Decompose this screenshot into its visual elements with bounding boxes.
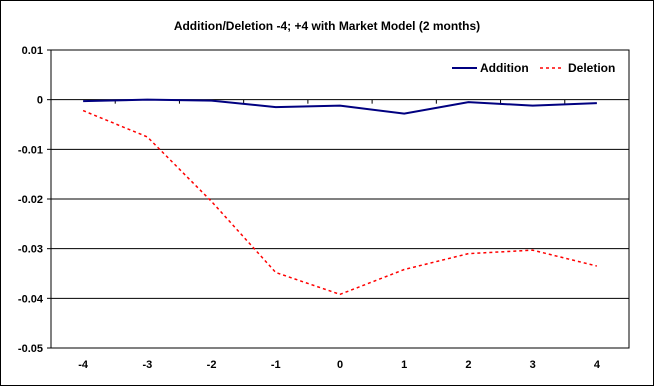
x-tick-label: 4	[594, 359, 601, 371]
series-group	[82, 98, 598, 296]
y-axis: 0.01 0 -0.01 -0.02 -0.03 -0.04 -0.05	[18, 45, 51, 355]
x-tick-label: 2	[465, 359, 471, 371]
y-tick-label: 0.01	[22, 45, 43, 57]
y-tick-label: -0.01	[18, 144, 43, 156]
y-tick-label: -0.03	[18, 244, 43, 256]
gridlines	[51, 49, 629, 349]
legend: Addition Deletion	[452, 61, 615, 75]
x-tick-label: -3	[142, 359, 152, 371]
series-line-deletion	[82, 109, 598, 296]
y-tick-label: 0	[37, 95, 43, 107]
legend-label-addition: Addition	[480, 61, 529, 75]
x-tick-label: 0	[337, 359, 343, 371]
x-tick-label: -1	[271, 359, 281, 371]
y-tick-label: -0.04	[18, 293, 44, 305]
x-tick-label: 1	[401, 359, 407, 371]
y-tick-label: -0.02	[18, 194, 43, 206]
chart-title: Addition/Deletion -4; +4 with Market Mod…	[174, 19, 480, 33]
x-tick-label: -4	[78, 359, 89, 371]
series-line-addition	[83, 98, 597, 115]
legend-label-deletion: Deletion	[568, 61, 615, 75]
y-tick-label: -0.05	[18, 343, 43, 355]
x-tick-label: -2	[207, 359, 217, 371]
x-tick-label: 3	[530, 359, 536, 371]
x-axis: -4 -3 -2 -1 0 1 2 3 4	[50, 99, 630, 371]
